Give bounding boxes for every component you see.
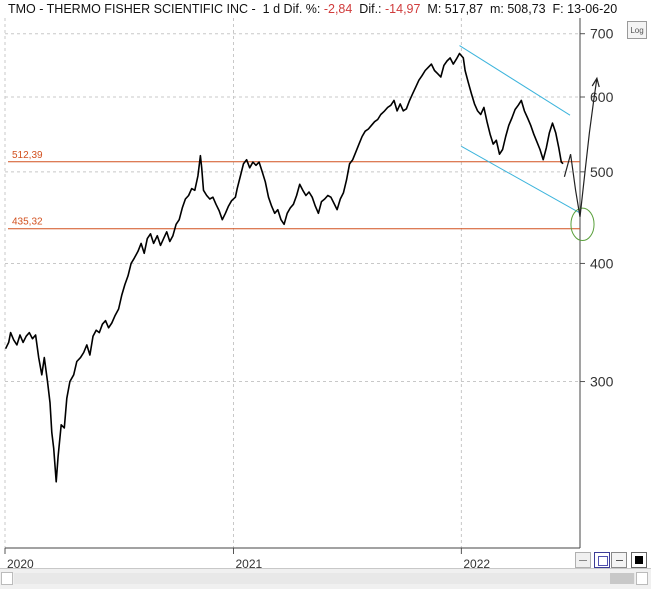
y-tick-label: 600 <box>590 89 614 105</box>
horizontal-scrollbar[interactable] <box>0 568 651 589</box>
header-symbol: TMO <box>8 2 36 16</box>
header-sep2: - <box>248 2 260 16</box>
header-max-value: 517,87 <box>444 2 484 16</box>
header-sep1: - <box>35 2 47 16</box>
x-tick-label: 2021 <box>236 557 263 571</box>
level-label: 512,39 <box>12 150 43 161</box>
header-dif-value: -14,97 <box>385 2 421 16</box>
color-swatch-icon[interactable] <box>631 552 647 568</box>
y-tick-label: 400 <box>590 255 614 271</box>
x-tick-label: 2022 <box>463 557 490 571</box>
header-min-label: m: <box>489 2 504 16</box>
scroll-end-button[interactable] <box>575 552 591 568</box>
projection-path <box>563 78 598 217</box>
y-tick-label: 300 <box>590 374 614 390</box>
price-series <box>4 52 564 483</box>
scrollbar-thumb[interactable] <box>610 573 634 584</box>
header-name: THERMO FISHER SCIENTIFIC INC <box>46 2 249 16</box>
scrollbar-track[interactable] <box>14 573 635 584</box>
header-dif-label: Dif.: <box>359 2 382 16</box>
channel-line <box>459 45 571 116</box>
pin-icon[interactable] <box>611 552 627 568</box>
header-max-label: M: <box>427 2 442 16</box>
header-period: 1 d <box>262 2 281 16</box>
header-min-value: 508,73 <box>507 2 546 16</box>
header-date-label: F: <box>552 2 564 16</box>
header-dif-pct-value: -2,84 <box>323 2 353 16</box>
channel-line <box>461 145 579 213</box>
save-icon[interactable] <box>594 552 610 568</box>
scroll-left-button[interactable] <box>1 572 13 585</box>
chart-header: TMO - THERMO FISHER SCIENTIFIC INC - 1 d… <box>8 2 617 16</box>
target-ellipse <box>570 207 595 242</box>
projection-arrowhead <box>591 76 600 88</box>
y-tick-label: 500 <box>590 164 614 180</box>
plot-area <box>5 18 580 548</box>
log-scale-button[interactable]: Log <box>627 21 647 39</box>
y-tick-label: 700 <box>590 26 614 42</box>
x-tick-label: 2020 <box>7 557 34 571</box>
header-date-value: 13-06-20 <box>567 2 618 16</box>
level-label: 435,32 <box>12 217 43 228</box>
scroll-right-button[interactable] <box>636 572 648 585</box>
header-dif-pct-label: Dif. %: <box>283 2 321 16</box>
